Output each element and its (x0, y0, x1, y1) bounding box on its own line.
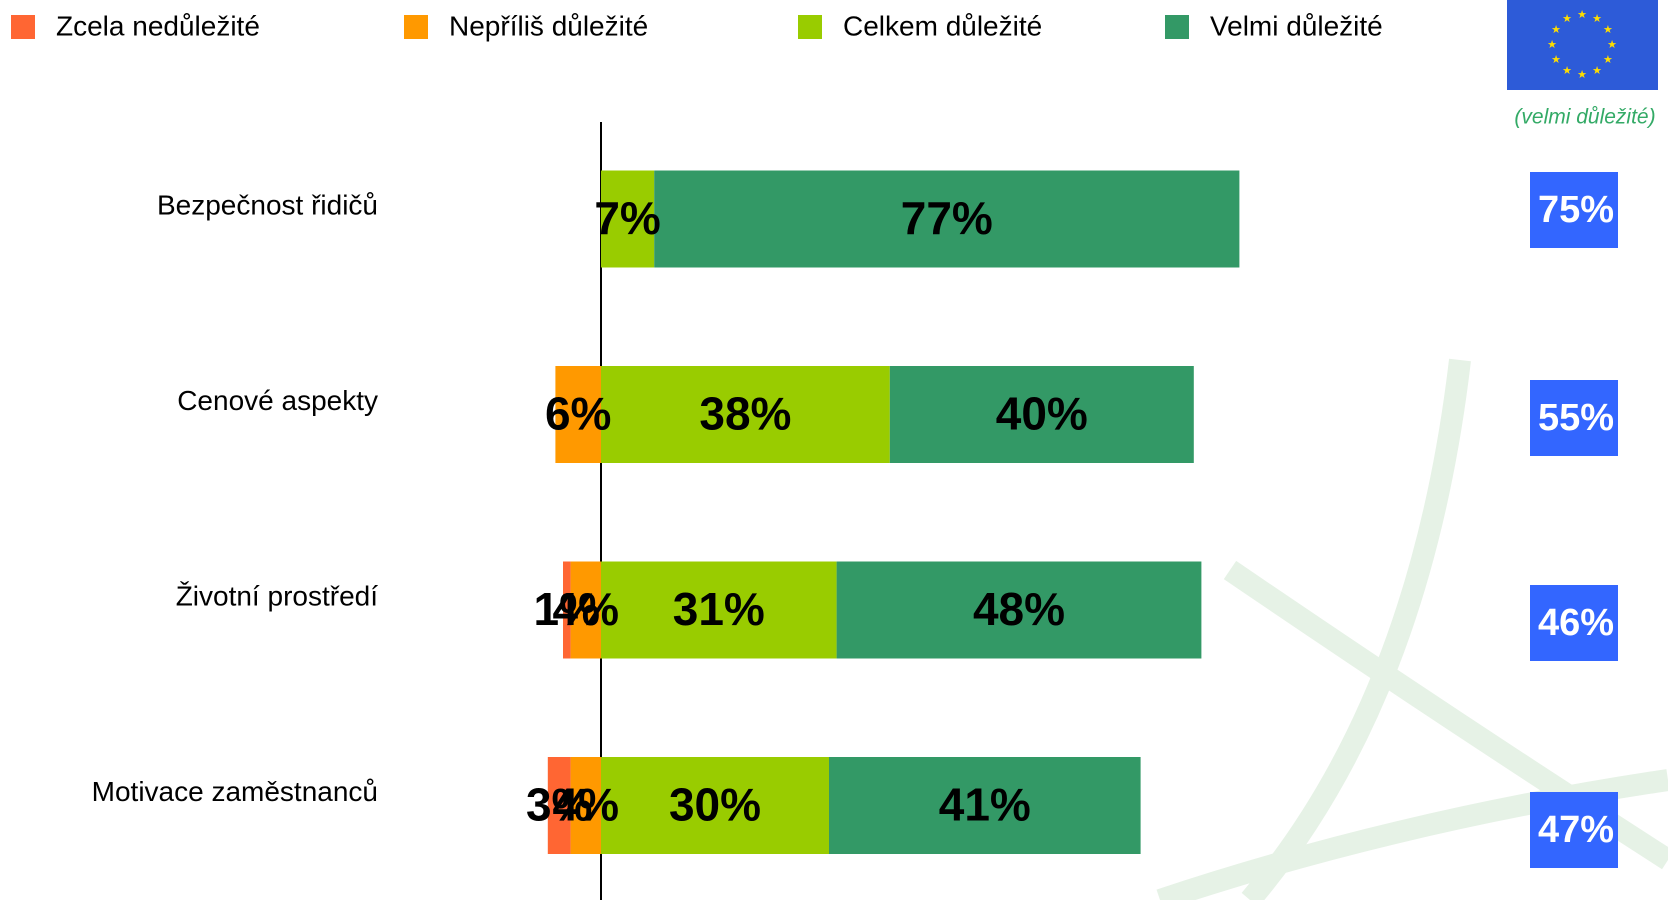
value-label: 30% (669, 779, 761, 831)
star: ★ (1562, 65, 1572, 77)
bar-segment (654, 170, 1240, 268)
star: ★ (1562, 13, 1572, 25)
eu-title: (velmi důležité) (1514, 106, 1655, 129)
legend-label: Velmi důležité (1210, 10, 1383, 41)
bar-segment (570, 561, 601, 659)
bar-segment (547, 757, 571, 854)
star: ★ (1603, 54, 1613, 66)
value-label: 38% (699, 388, 791, 440)
eu-value-label: 47% (1538, 809, 1614, 851)
flag-stars: ★ ★★★★★★★★★★★ (1547, 9, 1617, 81)
eu-value-label: 75% (1538, 189, 1614, 231)
legend-swatch (404, 15, 428, 39)
bar-segment (889, 366, 1194, 463)
eu-value-label: 55% (1538, 397, 1614, 439)
value-label: 48% (973, 583, 1065, 635)
star: ★ (1592, 13, 1602, 25)
bar-segment (836, 561, 1202, 659)
value-label: 4% (553, 779, 619, 831)
value-label: 7% (594, 192, 660, 244)
eu-box (1530, 380, 1618, 456)
star: ★ (1577, 69, 1587, 81)
value-label: 40% (996, 388, 1088, 440)
bar-segment (601, 561, 837, 659)
category-label: Motivace zaměstnanců (92, 776, 378, 807)
value-label: 1% (534, 583, 600, 635)
value-label: 6% (545, 388, 611, 440)
eu-box (1530, 172, 1618, 248)
legend-label: Nepříliš důležité (449, 10, 648, 41)
category-label: Životní prostředí (176, 580, 379, 611)
star: ★ (1607, 39, 1617, 51)
star: ★ (1577, 9, 1587, 21)
category-label: Bezpečnost řidičů (157, 189, 378, 220)
decor-arc (1156, 769, 1668, 900)
value-label: 31% (673, 583, 765, 635)
bar-segment (601, 366, 890, 463)
legend-label: Celkem důležité (843, 10, 1042, 41)
eu-box (1530, 792, 1618, 868)
bar-segment (601, 170, 655, 268)
legend-label: Zcela nedůležité (56, 10, 260, 41)
bar-segment (563, 561, 571, 659)
category-label: Cenové aspekty (177, 385, 378, 416)
star: ★ (1592, 65, 1602, 77)
star: ★ (1551, 54, 1561, 66)
eu-box (1530, 585, 1618, 661)
value-label: 4% (553, 583, 619, 635)
bar-segment (555, 366, 601, 463)
legend-swatch (11, 15, 35, 39)
eu-value-label: 46% (1538, 602, 1614, 644)
legend-swatch (1165, 15, 1189, 39)
bar-segment (601, 757, 829, 854)
star: ★ (1547, 39, 1557, 51)
star: ★ (1551, 24, 1561, 36)
flag-field (1507, 0, 1658, 90)
eu-flag: ★ ★★★★★★★★★★★ (1507, 0, 1658, 90)
star: ★ (1603, 24, 1613, 36)
value-label: 3% (526, 779, 592, 831)
legend-swatch (798, 15, 822, 39)
value-label: 77% (901, 192, 993, 244)
bar-segment (829, 757, 1141, 854)
value-label: 41% (939, 779, 1031, 831)
bar-segment (570, 757, 601, 854)
